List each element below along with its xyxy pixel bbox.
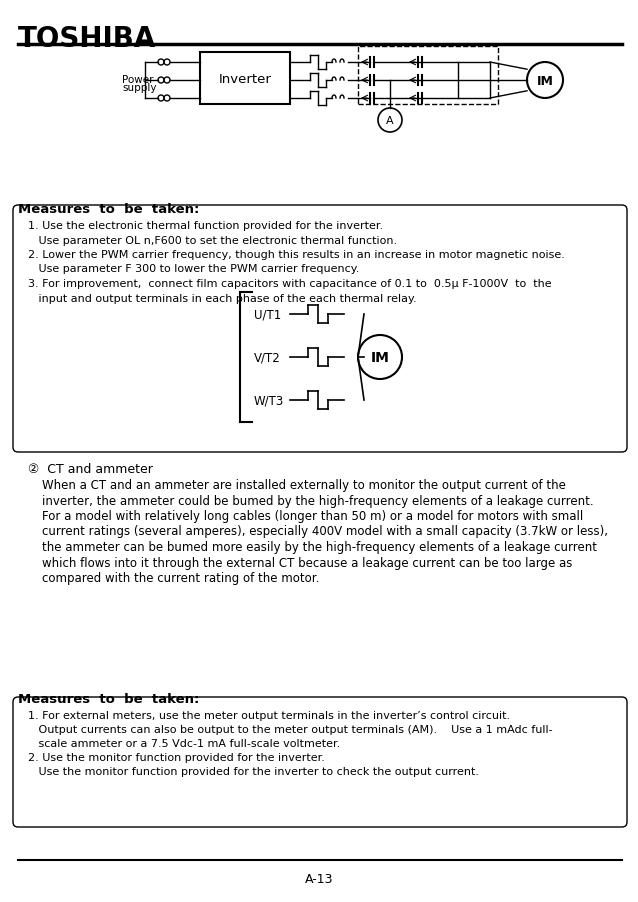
Text: which flows into it through the external CT because a leakage current can be too: which flows into it through the external… [42, 556, 572, 569]
Text: input and output terminals in each phase of the each thermal relay.: input and output terminals in each phase… [28, 293, 417, 303]
Text: inverter, the ammeter could be bumed by the high-frequency elements of a leakage: inverter, the ammeter could be bumed by … [42, 494, 593, 507]
Bar [200, 53, 290, 105]
FancyBboxPatch shape [358, 47, 498, 105]
Text: supply: supply [122, 83, 156, 93]
Text: 1. Use the electronic thermal function provided for the inverter.: 1. Use the electronic thermal function p… [28, 221, 383, 231]
Text: ②  CT and ammeter: ② CT and ammeter [28, 463, 153, 475]
Text: A: A [386, 115, 394, 126]
Text: 2. Lower the PWM carrier frequency, though this results in an increase in motor : 2. Lower the PWM carrier frequency, thou… [28, 250, 565, 260]
Text: compared with the current rating of the motor.: compared with the current rating of the … [42, 571, 320, 584]
Text: the ammeter can be bumed more easily by the high-frequency elements of a leakage: the ammeter can be bumed more easily by … [42, 540, 597, 554]
Text: A-13: A-13 [305, 872, 333, 885]
Text: 3. For improvement,  connect film capacitors with capacitance of 0.1 to  0.5μ F-: 3. For improvement, connect film capacit… [28, 279, 552, 289]
Text: IM: IM [371, 351, 389, 364]
Text: For a model with relatively long cables (longer than 50 m) or a model for motors: For a model with relatively long cables … [42, 510, 583, 522]
Text: current ratings (several amperes), especially 400V model with a small capacity (: current ratings (several amperes), espec… [42, 525, 608, 538]
Text: TOSHIBA: TOSHIBA [18, 25, 156, 53]
Text: Use the monitor function provided for the inverter to check the output current.: Use the monitor function provided for th… [28, 766, 479, 776]
Text: Use parameter F 300 to lower the PWM carrier frequency.: Use parameter F 300 to lower the PWM car… [28, 264, 359, 274]
Text: Use parameter OL n,F600 to set the electronic thermal function.: Use parameter OL n,F600 to set the elect… [28, 235, 397, 245]
Text: scale ammeter or a 7.5 Vdc-1 mA full-scale voltmeter.: scale ammeter or a 7.5 Vdc-1 mA full-sca… [28, 738, 340, 748]
Text: W/T3: W/T3 [254, 394, 285, 407]
Text: V/T2: V/T2 [254, 351, 281, 364]
Text: 2. Use the monitor function provided for the inverter.: 2. Use the monitor function provided for… [28, 752, 325, 762]
Text: Measures  to  be  taken:: Measures to be taken: [18, 692, 199, 705]
Text: IM: IM [537, 75, 553, 87]
Text: Measures  to  be  taken:: Measures to be taken: [18, 203, 199, 216]
Text: Output currents can also be output to the meter output terminals (AM).    Use a : Output currents can also be output to th… [28, 724, 553, 734]
FancyBboxPatch shape [13, 206, 627, 453]
Text: When a CT and an ammeter are installed externally to monitor the output current : When a CT and an ammeter are installed e… [42, 478, 566, 492]
Text: U/T1: U/T1 [254, 308, 281, 321]
Text: Inverter: Inverter [219, 72, 271, 86]
FancyBboxPatch shape [13, 697, 627, 827]
Text: 1. For external meters, use the meter output terminals in the inverter’s control: 1. For external meters, use the meter ou… [28, 710, 510, 720]
Text: Power: Power [122, 75, 154, 85]
